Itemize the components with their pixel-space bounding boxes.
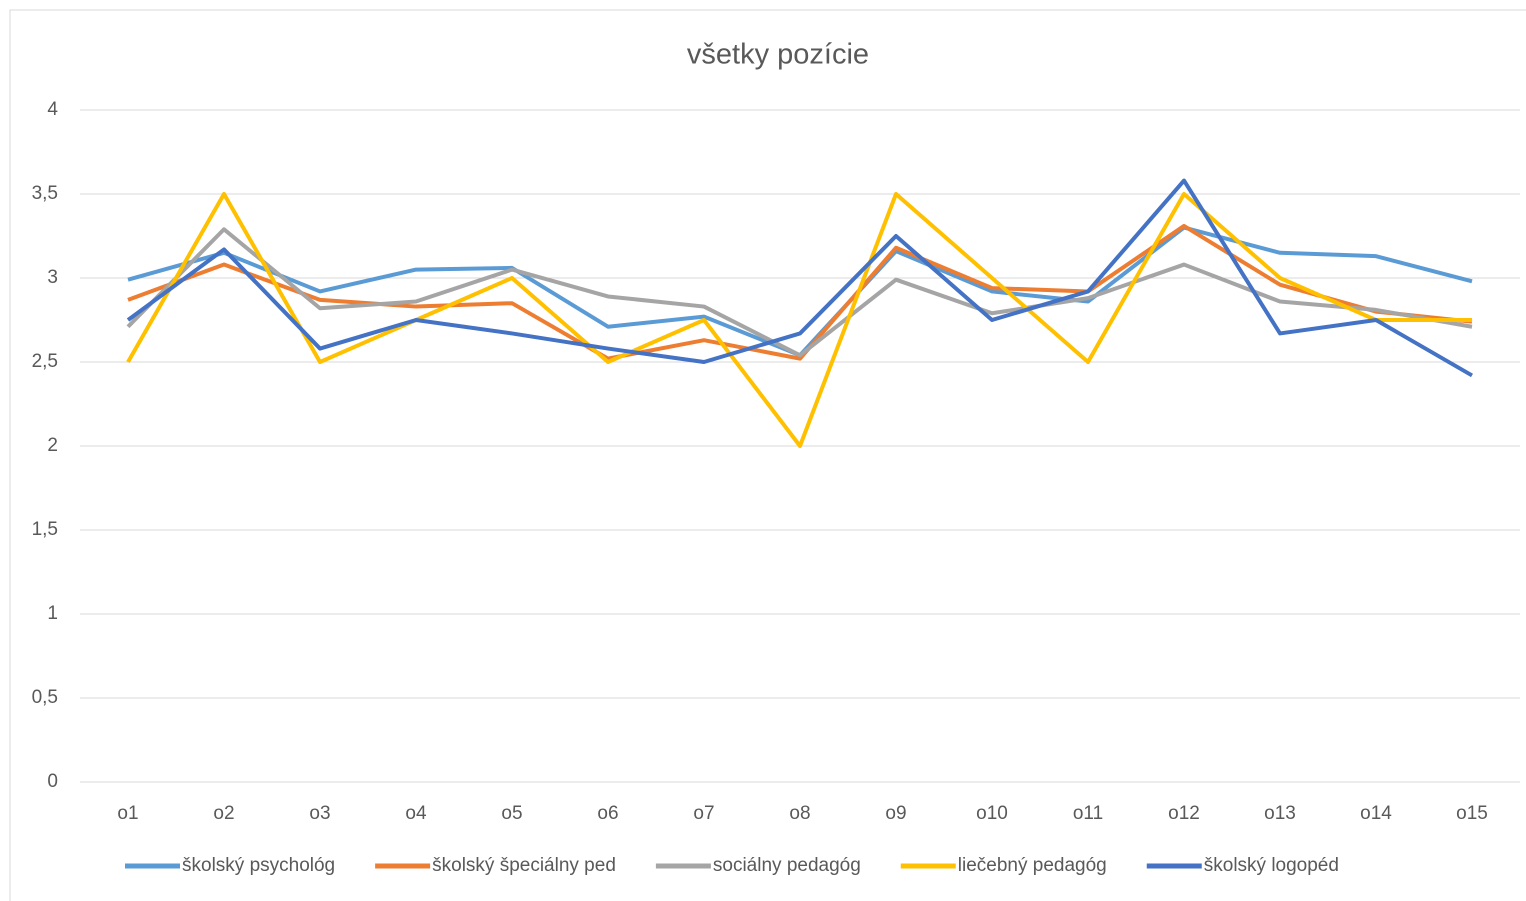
x-tick-label: o6 <box>597 803 618 824</box>
x-tick-label: o11 <box>1073 803 1103 824</box>
y-tick-label: 1 <box>47 603 58 624</box>
x-tick-label: o13 <box>1264 803 1296 824</box>
y-tick-label: 2,5 <box>32 351 58 372</box>
legend-label: sociálny pedagóg <box>713 855 861 876</box>
x-tick-label: o4 <box>405 803 427 824</box>
series-line <box>127 223 1473 361</box>
x-tick-label: o10 <box>976 803 1008 824</box>
legend-label: školský špeciálny ped <box>432 855 616 876</box>
x-tick-label: o15 <box>1456 803 1488 824</box>
y-tick-label: 0,5 <box>32 687 58 708</box>
y-tick-label: 0 <box>47 771 58 792</box>
y-tick-label: 1,5 <box>32 519 58 540</box>
x-tick-label: o9 <box>885 803 906 824</box>
legend-label: školský psychológ <box>182 855 335 876</box>
series-line <box>126 178 1474 378</box>
x-tick-label: o7 <box>693 803 714 824</box>
x-tick-label: o14 <box>1360 803 1392 824</box>
series-line <box>127 225 1473 358</box>
x-tick-label: o1 <box>117 803 138 824</box>
y-tick-label: 3 <box>47 267 58 288</box>
y-tick-label: 4 <box>47 99 58 120</box>
y-tick-label: 3,5 <box>32 183 58 204</box>
series-line <box>126 227 1473 358</box>
x-tick-label: o5 <box>501 803 522 824</box>
x-tick-label: o8 <box>789 803 810 824</box>
x-tick-label: o12 <box>1168 803 1200 824</box>
legend-label: liečebný pedagóg <box>958 855 1107 876</box>
x-tick-label: o2 <box>213 803 234 824</box>
series-line <box>126 192 1472 448</box>
chart-border <box>9 9 1526 901</box>
legend-label: školský logopéd <box>1204 855 1339 876</box>
x-tick-label: o3 <box>309 803 330 824</box>
chart-title: všetky pozície <box>687 39 869 71</box>
y-tick-label: 2 <box>47 435 58 456</box>
